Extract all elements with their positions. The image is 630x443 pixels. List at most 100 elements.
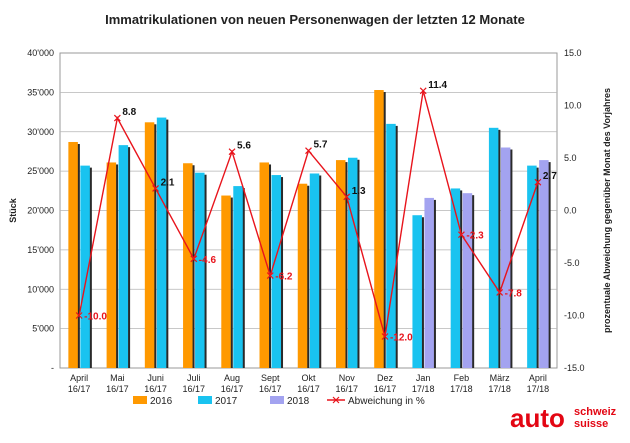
y-tick-label: 20'000 — [27, 206, 54, 216]
y2-tick-label: -15.0 — [564, 363, 585, 373]
bar-2017 — [156, 117, 167, 368]
x-tick-label-period: 17/18 — [450, 384, 473, 394]
chart-title: Immatrikulationen von neuen Personenwage… — [105, 12, 525, 27]
legend-label-2017: 2017 — [215, 396, 238, 407]
bar-2017 — [412, 215, 422, 368]
legend-swatch-2017 — [198, 396, 212, 404]
logo-line2: suisse — [574, 418, 608, 430]
x-tick-label-period: 16/17 — [68, 384, 91, 394]
x-tick-label-period: 17/18 — [488, 384, 511, 394]
deviation-label: 2.1 — [161, 177, 175, 188]
deviation-marker — [534, 178, 542, 186]
y-tick-label: 5'000 — [32, 324, 54, 334]
deviation-marker — [343, 193, 351, 201]
deviation-marker — [228, 148, 236, 156]
bar-2016 — [144, 122, 155, 368]
bar-2016 — [335, 160, 346, 368]
deviation-label: 1.3 — [352, 186, 366, 197]
y-tick-label: - — [51, 363, 54, 373]
logo-line1: schweiz — [574, 406, 617, 418]
deviation-marker — [496, 288, 504, 296]
y2-tick-label: 0.0 — [564, 206, 577, 216]
x-tick-label-month: Dez — [377, 373, 394, 383]
deviation-marker — [152, 185, 160, 192]
bar-2016 — [259, 162, 270, 368]
x-tick-label-period: 17/18 — [527, 384, 550, 394]
y2-tick-label: -5.0 — [564, 258, 580, 268]
x-tick-label-month: Okt — [301, 373, 316, 383]
bar-2016 — [68, 141, 78, 368]
legend-label-2016: 2016 — [150, 396, 173, 407]
x-tick-label-period: 16/17 — [335, 384, 358, 394]
x-tick-label-month: April — [70, 373, 88, 383]
y2-tick-label: 15.0 — [564, 48, 582, 58]
y-tick-label: 25'000 — [27, 166, 54, 176]
deviation-marker — [419, 87, 427, 95]
legend-swatch-2016 — [133, 396, 147, 404]
x-tick-label-month: Jan — [416, 373, 431, 383]
deviation-label: -4.6 — [199, 255, 217, 266]
y2-tick-label: 10.0 — [564, 101, 582, 111]
deviation-label: -2.3 — [466, 231, 484, 242]
x-tick-label-period: 16/17 — [297, 384, 320, 394]
legend-label-2018: 2018 — [287, 396, 310, 407]
x-tick-label-period: 16/17 — [259, 384, 282, 394]
logo-auto: auto — [510, 403, 565, 433]
legend-line-marker — [332, 396, 340, 404]
deviation-marker — [190, 255, 198, 263]
deviation-label: 11.4 — [428, 80, 447, 91]
deviation-label: 5.6 — [237, 141, 251, 152]
bar-2016 — [183, 163, 193, 368]
bar-2017 — [118, 145, 129, 368]
bar-2018 — [462, 193, 473, 368]
bar-2017 — [271, 175, 282, 368]
legend-label-deviation: Abweichung in % — [348, 396, 425, 407]
deviation-marker — [113, 114, 121, 122]
bar-2018 — [539, 160, 549, 368]
y-tick-label: 40'000 — [27, 48, 54, 58]
y-tick-label: 10'000 — [27, 284, 54, 294]
y2-tick-label: 5.0 — [564, 153, 577, 163]
x-tick-label-period: 16/17 — [144, 384, 167, 394]
y-tick-label: 35'000 — [27, 87, 54, 97]
bar-2016 — [106, 162, 117, 368]
x-tick-label-month: Juli — [187, 373, 201, 383]
bar-2017 — [450, 188, 461, 368]
y2-axis-title: prozentuale Abweichung gegenüber Monat d… — [602, 88, 612, 333]
bar-2016 — [374, 90, 384, 368]
bar-2017 — [488, 127, 499, 368]
x-tick-label-period: 16/17 — [106, 384, 129, 394]
bar-2017 — [233, 186, 243, 368]
deviation-marker — [381, 333, 389, 340]
legend: 2016 2017 2018 Abweichung in % — [133, 396, 425, 407]
deviation-marker — [75, 312, 83, 319]
y-tick-label: 15'000 — [27, 245, 54, 255]
bar-2018 — [424, 197, 434, 368]
x-tick-label-period: 16/17 — [374, 384, 397, 394]
deviation-marker — [305, 147, 312, 155]
x-tick-label-month: Juni — [147, 373, 164, 383]
x-tick-label-month: Feb — [454, 373, 470, 383]
x-tick-label-month: Sept — [261, 373, 280, 383]
deviation-label: 5.7 — [314, 140, 328, 151]
bar-2017 — [386, 123, 396, 368]
y-tick-label: 30'000 — [27, 127, 54, 137]
x-tick-label-month: April — [529, 373, 547, 383]
x-tick-label-month: Mai — [110, 373, 125, 383]
deviation-label: -12.0 — [390, 333, 413, 344]
bar-2017 — [80, 165, 90, 368]
deviation-label: -7.8 — [505, 288, 523, 299]
x-tick-label-period: 16/17 — [221, 384, 244, 394]
x-tick-label-period: 17/18 — [412, 384, 435, 394]
deviation-label: 8.8 — [122, 107, 136, 118]
deviation-label: 2.7 — [543, 171, 557, 182]
bars — [68, 90, 551, 368]
deviation-line: -10.0 8.8 2.1 -4.6 5.6 -6.2 5.7 1.3 -12.0 11.4 -2.… — [75, 80, 557, 344]
legend-swatch-2018 — [270, 396, 284, 404]
bar-2017 — [309, 173, 320, 368]
x-tick-label-month: Nov — [339, 373, 356, 383]
x-tick-label-month: Aug — [224, 373, 240, 383]
deviation-marker — [266, 272, 274, 280]
x-tick-label-period: 16/17 — [183, 384, 206, 394]
